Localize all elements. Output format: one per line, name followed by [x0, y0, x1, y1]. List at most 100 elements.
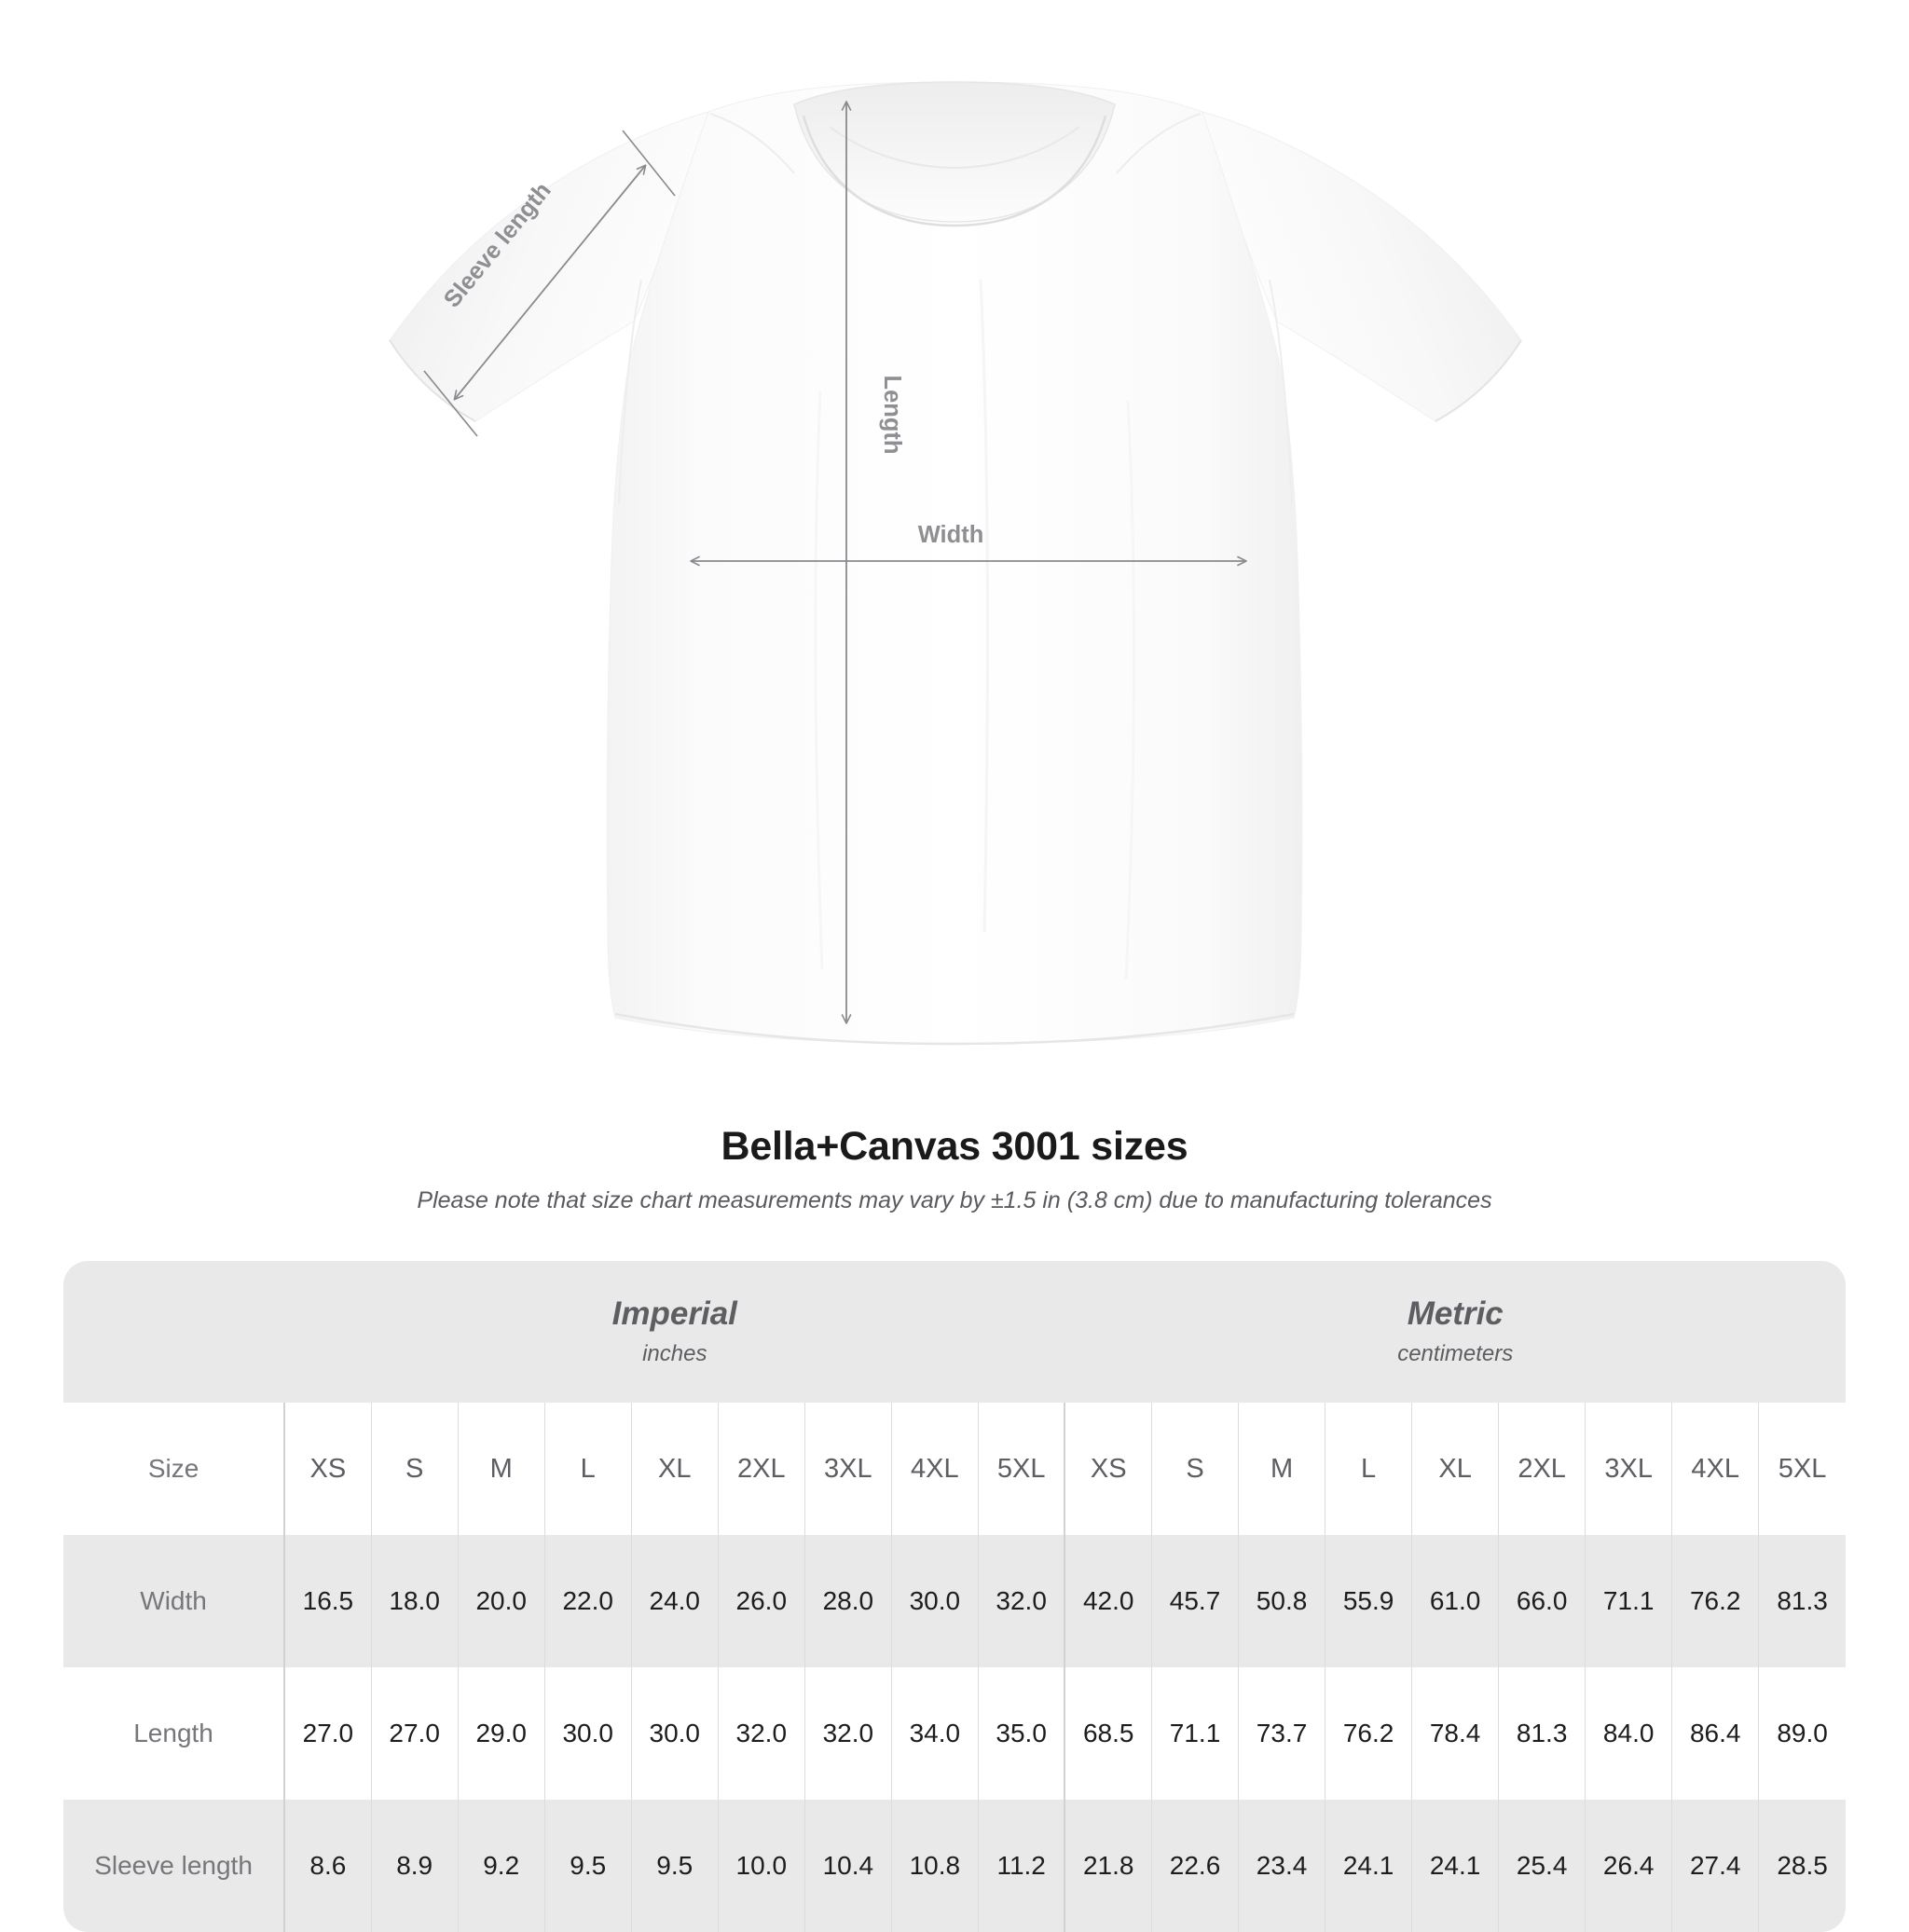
- heading-block: Bella+Canvas 3001 sizes Please note that…: [0, 1123, 1909, 1215]
- cell-width-imperial-s: 18.0: [370, 1535, 459, 1667]
- cell-length-metric-3xl: 84.0: [1585, 1667, 1672, 1800]
- cell-length-imperial-5xl: 35.0: [977, 1667, 1065, 1800]
- size-head-imperial-l: L: [543, 1403, 632, 1535]
- tshirt-garment: [389, 81, 1522, 1046]
- cell-width-metric-4xl: 76.2: [1671, 1535, 1759, 1667]
- cell-width-imperial-4xl: 30.0: [890, 1535, 979, 1667]
- cell-width-metric-xs: 42.0: [1064, 1535, 1152, 1667]
- collar: [793, 81, 1116, 223]
- size-head-imperial-s: S: [370, 1403, 459, 1535]
- width-annotation: Width: [690, 522, 1247, 567]
- cell-length-imperial-m: 29.0: [457, 1667, 545, 1800]
- left-shoulder-seam: [709, 113, 795, 174]
- unit-header-spacer: [63, 1261, 285, 1403]
- cell-length-metric-xs: 68.5: [1064, 1667, 1152, 1800]
- cell-length-metric-m: 73.7: [1238, 1667, 1325, 1800]
- cell-length-imperial-2xl: 32.0: [717, 1667, 805, 1800]
- cell-width-imperial-3xl: 28.0: [803, 1535, 892, 1667]
- tshirt-illustration: Sleeve length Length Width: [389, 81, 1522, 1046]
- unit-sub-metric: centimeters: [1397, 1340, 1514, 1366]
- cell-sleeve-metric-xl: 24.1: [1411, 1800, 1499, 1932]
- size-head-metric-l: L: [1325, 1403, 1412, 1535]
- size-table: Imperial inches Metric centimeters Size …: [63, 1261, 1846, 1932]
- length-label: Length: [879, 376, 905, 455]
- cell-length-imperial-xl: 30.0: [630, 1667, 719, 1800]
- fabric-fold-3: [1124, 400, 1136, 980]
- size-head-metric-2xl: 2XL: [1498, 1403, 1586, 1535]
- unit-header-imperial: Imperial inches: [284, 1261, 1065, 1403]
- size-table-container: Imperial inches Metric centimeters Size …: [63, 1261, 1846, 1932]
- size-head-imperial-xl: XL: [630, 1403, 719, 1535]
- cell-width-imperial-l: 22.0: [543, 1535, 632, 1667]
- cell-sleeve-metric-4xl: 27.4: [1671, 1800, 1759, 1932]
- cell-width-imperial-m: 20.0: [457, 1535, 545, 1667]
- page-title: Bella+Canvas 3001 sizes: [721, 1124, 1188, 1169]
- cell-length-metric-5xl: 89.0: [1758, 1667, 1846, 1800]
- cell-sleeve-imperial-m: 9.2: [457, 1800, 545, 1932]
- table-row: Width 16.5 18.0 20.0 22.0 24.0 26.0 28.0…: [63, 1535, 1846, 1667]
- cell-length-imperial-3xl: 32.0: [803, 1667, 892, 1800]
- collar-inner-edge: [802, 115, 1107, 227]
- cell-sleeve-imperial-s: 8.9: [370, 1800, 459, 1932]
- size-head-metric-xl: XL: [1411, 1403, 1499, 1535]
- size-head-imperial-3xl: 3XL: [803, 1403, 892, 1535]
- bottom-hem: [614, 1012, 1295, 1046]
- cell-width-imperial-xs: 16.5: [283, 1535, 372, 1667]
- cell-length-imperial-l: 30.0: [543, 1667, 632, 1800]
- fabric-fold-2: [814, 391, 824, 970]
- unit-header-metric: Metric centimeters: [1064, 1261, 1846, 1403]
- table-row: Sleeve length 8.6 8.9 9.2 9.5 9.5 10.0 1…: [63, 1800, 1846, 1932]
- cell-length-imperial-4xl: 34.0: [890, 1667, 979, 1800]
- cell-sleeve-imperial-l: 9.5: [543, 1800, 632, 1932]
- cell-sleeve-imperial-xs: 8.6: [283, 1800, 372, 1932]
- size-head-imperial-5xl: 5XL: [977, 1403, 1065, 1535]
- right-armhole-seam: [1269, 279, 1293, 504]
- cell-sleeve-imperial-2xl: 10.0: [717, 1800, 805, 1932]
- cell-length-metric-l: 76.2: [1325, 1667, 1412, 1800]
- size-head-metric-3xl: 3XL: [1585, 1403, 1672, 1535]
- sleeve-length-tick-start: [423, 370, 478, 437]
- cell-sleeve-metric-xs: 21.8: [1064, 1800, 1152, 1932]
- cell-length-metric-2xl: 81.3: [1498, 1667, 1586, 1800]
- cell-sleeve-metric-2xl: 25.4: [1498, 1800, 1586, 1932]
- cell-sleeve-imperial-3xl: 10.4: [803, 1800, 892, 1932]
- cell-width-imperial-5xl: 32.0: [977, 1535, 1065, 1667]
- cell-width-metric-5xl: 81.3: [1758, 1535, 1846, 1667]
- size-head-metric-5xl: 5XL: [1758, 1403, 1846, 1535]
- left-sleeve-hem: [389, 339, 476, 422]
- size-head-imperial-2xl: 2XL: [717, 1403, 805, 1535]
- length-annotation: Length: [841, 101, 905, 1024]
- cell-length-imperial-s: 27.0: [370, 1667, 459, 1800]
- cell-sleeve-imperial-xl: 9.5: [630, 1800, 719, 1932]
- row-label-length: Length: [63, 1667, 285, 1800]
- width-label: Width: [918, 522, 984, 548]
- size-head-metric-m: M: [1238, 1403, 1325, 1535]
- size-head-metric-xs: XS: [1064, 1403, 1152, 1535]
- cell-sleeve-imperial-5xl: 11.2: [977, 1800, 1065, 1932]
- cell-length-imperial-xs: 27.0: [283, 1667, 372, 1800]
- unit-header-row: Imperial inches Metric centimeters: [63, 1261, 1846, 1403]
- cell-sleeve-metric-5xl: 28.5: [1758, 1800, 1846, 1932]
- size-head-imperial-4xl: 4XL: [890, 1403, 979, 1535]
- sleeve-length-tick-end: [622, 130, 676, 197]
- right-shoulder-seam: [1116, 113, 1202, 174]
- size-head-imperial-xs: XS: [283, 1403, 372, 1535]
- size-head-metric-4xl: 4XL: [1671, 1403, 1759, 1535]
- row-label-sleeve-length: Sleeve length: [63, 1800, 285, 1932]
- cell-length-metric-xl: 78.4: [1411, 1667, 1499, 1800]
- cell-sleeve-metric-m: 23.4: [1238, 1800, 1325, 1932]
- cell-sleeve-imperial-4xl: 10.8: [890, 1800, 979, 1932]
- table-row: Length 27.0 27.0 29.0 30.0 30.0 32.0 32.…: [63, 1667, 1846, 1800]
- cell-width-metric-m: 50.8: [1238, 1535, 1325, 1667]
- unit-sub-imperial: inches: [642, 1340, 707, 1366]
- cell-length-metric-4xl: 86.4: [1671, 1667, 1759, 1800]
- size-head-imperial-m: M: [457, 1403, 545, 1535]
- cell-width-metric-s: 45.7: [1150, 1535, 1239, 1667]
- cell-sleeve-metric-l: 24.1: [1325, 1800, 1412, 1932]
- collar-back-seam: [829, 126, 1080, 170]
- cell-width-metric-xl: 61.0: [1411, 1535, 1499, 1667]
- sleeve-length-arrow: [453, 164, 647, 401]
- row-label-width: Width: [63, 1535, 285, 1667]
- tolerance-note: Please note that size chart measurements…: [417, 1186, 1492, 1213]
- cell-width-imperial-xl: 24.0: [630, 1535, 719, 1667]
